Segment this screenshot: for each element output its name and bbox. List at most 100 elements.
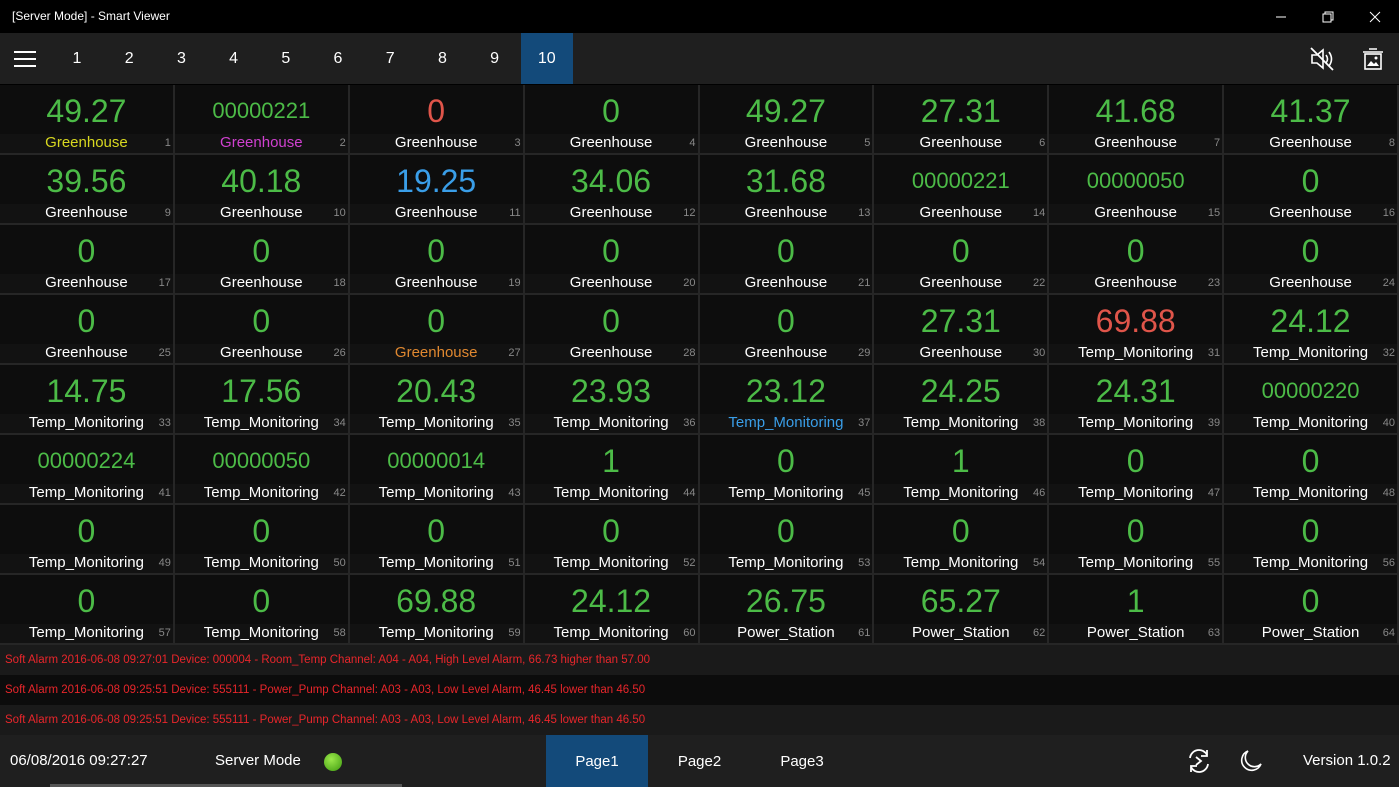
mute-icon <box>1310 47 1334 71</box>
channel-cell[interactable]: 0 Greenhouse 23 <box>1049 225 1225 295</box>
channel-cell[interactable]: 1 Temp_Monitoring 44 <box>524 435 700 505</box>
channel-cell[interactable]: 0 Temp_Monitoring 52 <box>524 505 700 575</box>
channel-cell[interactable]: 14.75 Temp_Monitoring 33 <box>0 365 175 435</box>
channel-device-label: Greenhouse <box>174 344 348 363</box>
menu-button[interactable] <box>0 33 50 84</box>
channel-cell[interactable]: 17.56 Temp_Monitoring 34 <box>174 365 350 435</box>
tab-device-2[interactable]: 2 <box>124 49 134 67</box>
tab-device-8[interactable]: 8 <box>437 49 447 67</box>
tab-device-7[interactable]: 7 <box>385 49 395 67</box>
channel-cell[interactable]: 39.56 Greenhouse 9 <box>0 155 175 225</box>
tab-device-6[interactable]: 6 <box>333 49 343 67</box>
channel-cell[interactable]: 69.88 Temp_Monitoring 31 <box>1049 295 1225 365</box>
channel-cell[interactable]: 41.37 Greenhouse 8 <box>1224 85 1399 155</box>
channel-value: 0 <box>77 233 96 269</box>
channel-cell[interactable]: 0 Greenhouse 19 <box>349 225 525 295</box>
channel-cell[interactable]: 65.27 Power_Station 62 <box>874 575 1050 645</box>
channel-cell[interactable]: 0 Temp_Monitoring 48 <box>1224 435 1399 505</box>
channel-cell[interactable]: 31.68 Greenhouse 13 <box>699 155 875 225</box>
channel-cell[interactable]: 19.25 Greenhouse 11 <box>349 155 525 225</box>
channel-cell[interactable]: 0 Greenhouse 28 <box>524 295 700 365</box>
tab-device-4[interactable]: 4 <box>229 49 239 67</box>
alarm-item[interactable]: Soft Alarm 2016-06-08 09:25:51 Device: 5… <box>0 705 1399 735</box>
channel-cell[interactable]: 00000220 Temp_Monitoring 40 <box>1224 365 1399 435</box>
channel-cell[interactable]: 24.12 Temp_Monitoring 60 <box>524 575 700 645</box>
channel-cell[interactable]: 24.25 Temp_Monitoring 38 <box>874 365 1050 435</box>
channel-cell[interactable]: 0 Greenhouse 20 <box>524 225 700 295</box>
clear-alarm-button[interactable] <box>1357 43 1389 75</box>
channel-cell[interactable]: 00000014 Temp_Monitoring 43 <box>349 435 525 505</box>
channel-cell[interactable]: 0 Temp_Monitoring 53 <box>699 505 875 575</box>
channel-cell[interactable]: 00000224 Temp_Monitoring 41 <box>0 435 175 505</box>
theme-toggle-button[interactable] <box>1235 745 1267 777</box>
channel-cell[interactable]: 23.93 Temp_Monitoring 36 <box>524 365 700 435</box>
channel-cell[interactable]: 00000050 Temp_Monitoring 42 <box>174 435 350 505</box>
channel-cell[interactable]: 27.31 Greenhouse 6 <box>874 85 1050 155</box>
channel-cell[interactable]: 1 Temp_Monitoring 46 <box>874 435 1050 505</box>
channel-cell[interactable]: 0 Greenhouse 16 <box>1224 155 1399 225</box>
channel-cell[interactable]: 0 Temp_Monitoring 51 <box>349 505 525 575</box>
channel-cell[interactable]: 0 Temp_Monitoring 57 <box>0 575 175 645</box>
channel-cell[interactable]: 0 Temp_Monitoring 58 <box>174 575 350 645</box>
channel-cell[interactable]: 49.27 Greenhouse 1 <box>0 85 175 155</box>
alarm-item[interactable]: Soft Alarm 2016-06-08 09:25:51 Device: 5… <box>0 675 1399 705</box>
channel-cell[interactable]: 0 Temp_Monitoring 50 <box>174 505 350 575</box>
channel-number: 51 <box>508 557 521 569</box>
mute-button[interactable] <box>1306 43 1338 75</box>
restore-button[interactable] <box>1305 0 1351 33</box>
tab-device-3[interactable]: 3 <box>176 49 186 67</box>
minimize-button[interactable] <box>1258 0 1304 33</box>
channel-value: 0 <box>777 443 795 479</box>
channel-cell[interactable]: 41.68 Greenhouse 7 <box>1049 85 1225 155</box>
tab-device-5[interactable]: 5 <box>281 49 291 67</box>
alarm-item[interactable]: Soft Alarm 2016-06-08 09:27:01 Device: 0… <box>0 645 1399 675</box>
channel-cell[interactable]: 27.31 Greenhouse 30 <box>874 295 1050 365</box>
channel-number: 64 <box>1382 627 1395 639</box>
sync-icon <box>1189 749 1209 773</box>
channel-cell[interactable]: 0 Greenhouse 4 <box>524 85 700 155</box>
horizontal-scrollbar[interactable] <box>50 784 402 787</box>
page-tab-2[interactable]: Page2 <box>677 752 722 770</box>
channel-cell[interactable]: 0 Greenhouse 24 <box>1224 225 1399 295</box>
channel-cell[interactable]: 0 Temp_Monitoring 49 <box>0 505 175 575</box>
channel-cell[interactable]: 0 Temp_Monitoring 54 <box>874 505 1050 575</box>
channel-cell[interactable]: 0 Temp_Monitoring 55 <box>1049 505 1225 575</box>
channel-cell[interactable]: 40.18 Greenhouse 10 <box>174 155 350 225</box>
channel-cell[interactable]: 20.43 Temp_Monitoring 35 <box>349 365 525 435</box>
channel-cell[interactable]: 0 Greenhouse 17 <box>0 225 175 295</box>
channel-cell[interactable]: 24.12 Temp_Monitoring 32 <box>1224 295 1399 365</box>
channel-cell[interactable]: 0 Power_Station 64 <box>1224 575 1399 645</box>
channel-device-label: Greenhouse <box>349 134 523 153</box>
channel-cell[interactable]: 49.27 Greenhouse 5 <box>699 85 875 155</box>
channel-cell[interactable]: 23.12 Temp_Monitoring 37 <box>699 365 875 435</box>
page-tab-1[interactable]: Page1 <box>546 735 648 787</box>
channel-cell[interactable]: 0 Greenhouse 22 <box>874 225 1050 295</box>
channel-cell[interactable]: 00000050 Greenhouse 15 <box>1049 155 1225 225</box>
channel-cell[interactable]: 0 Greenhouse 18 <box>174 225 350 295</box>
tab-device-1[interactable]: 1 <box>72 49 82 67</box>
channel-device-label: Greenhouse <box>874 274 1048 293</box>
channel-cell[interactable]: 69.88 Temp_Monitoring 59 <box>349 575 525 645</box>
channel-cell[interactable]: 0 Greenhouse 21 <box>699 225 875 295</box>
channel-cell[interactable]: 0 Greenhouse 3 <box>349 85 525 155</box>
channel-cell[interactable]: 0 Greenhouse 29 <box>699 295 875 365</box>
tab-device-9[interactable]: 9 <box>490 49 500 67</box>
channel-cell[interactable]: 34.06 Greenhouse 12 <box>524 155 700 225</box>
channel-cell[interactable]: 0 Greenhouse 25 <box>0 295 175 365</box>
switch-mode-button[interactable] <box>1183 745 1215 777</box>
channel-cell[interactable]: 00000221 Greenhouse 14 <box>874 155 1050 225</box>
channel-cell[interactable]: 0 Temp_Monitoring 56 <box>1224 505 1399 575</box>
channel-cell[interactable]: 0 Greenhouse 27 <box>349 295 525 365</box>
channel-cell[interactable]: 26.75 Power_Station 61 <box>699 575 875 645</box>
tab-device-10[interactable]: 10 <box>520 33 573 84</box>
page-tab-3[interactable]: Page3 <box>780 752 824 770</box>
channel-number: 55 <box>1207 557 1221 569</box>
channel-value: 0 <box>77 303 96 339</box>
channel-cell[interactable]: 1 Power_Station 63 <box>1049 575 1225 645</box>
channel-cell[interactable]: 0 Greenhouse 26 <box>174 295 350 365</box>
channel-cell[interactable]: 0 Temp_Monitoring 45 <box>699 435 875 505</box>
channel-cell[interactable]: 24.31 Temp_Monitoring 39 <box>1049 365 1225 435</box>
channel-cell[interactable]: 00000221 Greenhouse 2 <box>174 85 350 155</box>
channel-cell[interactable]: 0 Temp_Monitoring 47 <box>1049 435 1225 505</box>
close-button[interactable] <box>1352 0 1398 33</box>
